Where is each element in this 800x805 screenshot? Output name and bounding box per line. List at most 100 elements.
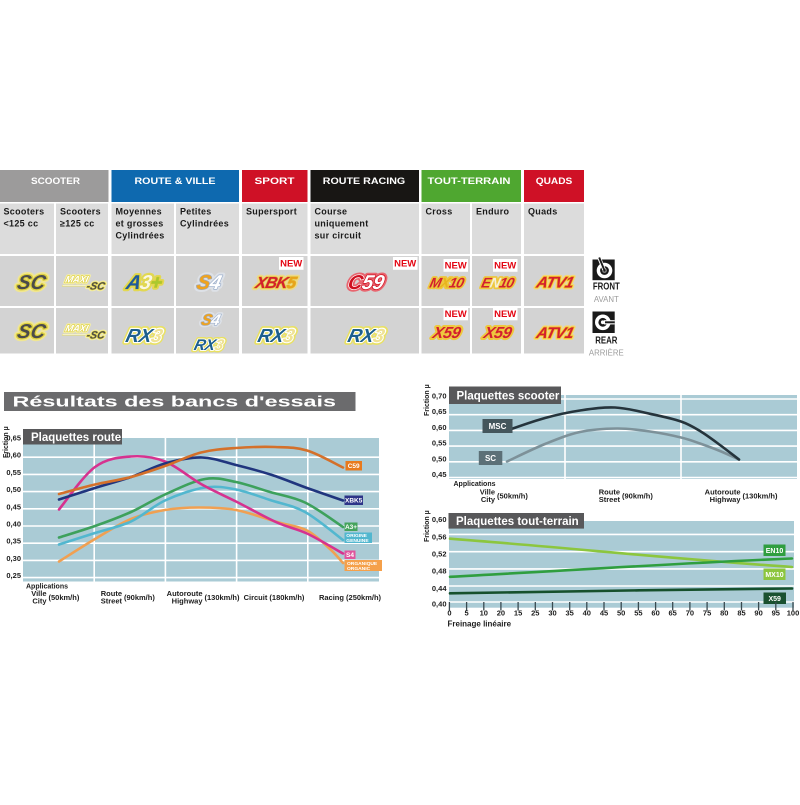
svg-text:0,56: 0,56	[432, 532, 447, 541]
svg-text:(130km/h): (130km/h)	[205, 593, 241, 602]
svg-text:SCOOTER: SCOOTER	[31, 176, 80, 187]
svg-text:Cylindrées: Cylindrées	[180, 219, 229, 229]
svg-text:0,25: 0,25	[6, 571, 21, 580]
svg-text:Street: Street	[599, 495, 621, 504]
svg-text:0,35: 0,35	[6, 537, 21, 546]
svg-text:NEW: NEW	[445, 261, 467, 272]
svg-text:City: City	[481, 495, 496, 504]
svg-text:Route: Route	[599, 488, 620, 497]
svg-text:MX10: MX10	[428, 276, 466, 292]
svg-text:ROUTE & VILLE: ROUTE & VILLE	[135, 176, 216, 187]
svg-text:ARRIÈRE: ARRIÈRE	[589, 347, 624, 358]
svg-text:0,50: 0,50	[6, 485, 21, 494]
svg-text:Course: Course	[315, 207, 348, 217]
svg-text:RX3: RX3	[346, 326, 387, 347]
svg-text:Autoroute: Autoroute	[167, 589, 203, 598]
svg-text:Freinage linéaire: Freinage linéaire	[448, 620, 512, 629]
svg-text:50: 50	[617, 609, 625, 618]
svg-text:C59: C59	[348, 463, 360, 470]
svg-text:Friction µ: Friction µ	[424, 384, 431, 416]
svg-text:MAXI: MAXI	[64, 275, 90, 286]
svg-text:(50km/h): (50km/h)	[497, 492, 528, 501]
svg-text:ATV1: ATV1	[534, 275, 575, 292]
svg-text:RX3: RX3	[346, 326, 387, 347]
svg-text:ATV1: ATV1	[534, 275, 575, 292]
svg-text:Moyennes: Moyennes	[116, 207, 162, 217]
svg-text:0,45: 0,45	[6, 502, 21, 511]
svg-text:MX10: MX10	[765, 572, 783, 579]
svg-text:ORGANIQUE: ORGANIQUE	[347, 561, 378, 567]
svg-text:RX3: RX3	[124, 326, 165, 347]
svg-text:75: 75	[703, 609, 711, 618]
svg-text:55: 55	[634, 609, 642, 618]
svg-text:(90km/h): (90km/h)	[124, 593, 155, 602]
svg-text:Highway: Highway	[172, 597, 204, 606]
svg-text:XBK5: XBK5	[345, 498, 363, 505]
svg-text:Cylindrées: Cylindrées	[116, 231, 165, 241]
svg-text:Enduro: Enduro	[476, 207, 509, 217]
svg-text:GENUINE: GENUINE	[346, 538, 369, 544]
svg-text:-SC: -SC	[85, 330, 106, 342]
svg-text:80: 80	[720, 609, 728, 618]
svg-text:MX10: MX10	[428, 276, 466, 292]
svg-text:Ville: Ville	[31, 589, 46, 598]
svg-text:-SC: -SC	[85, 281, 106, 293]
svg-text:Cross: Cross	[426, 207, 453, 217]
svg-text:Circuit (180km/h): Circuit (180km/h)	[244, 593, 305, 602]
svg-text:Friction µ: Friction µ	[3, 426, 10, 458]
svg-text:(130km/h): (130km/h)	[743, 492, 779, 501]
svg-text:NEW: NEW	[494, 261, 516, 272]
svg-text:A3+: A3+	[123, 272, 164, 294]
svg-text:NEW: NEW	[445, 309, 467, 320]
svg-text:S4: S4	[346, 552, 354, 559]
svg-text:S4: S4	[200, 312, 223, 329]
svg-text:0,55: 0,55	[432, 439, 447, 448]
svg-text:ATV1: ATV1	[534, 325, 575, 342]
svg-text:0,60: 0,60	[432, 423, 447, 432]
svg-text:Scooters: Scooters	[4, 207, 45, 217]
svg-text:RX3: RX3	[346, 326, 387, 347]
svg-text:C59: C59	[346, 272, 387, 294]
svg-text:≥125 cc: ≥125 cc	[60, 219, 95, 229]
svg-text:0: 0	[447, 609, 451, 618]
svg-text:-SC: -SC	[85, 330, 106, 342]
svg-text:Friction µ: Friction µ	[424, 510, 431, 542]
svg-text:ROUTE RACING: ROUTE RACING	[323, 176, 406, 187]
svg-text:35: 35	[566, 609, 574, 618]
svg-text:RX3: RX3	[124, 326, 165, 347]
svg-text:QUADS: QUADS	[536, 176, 573, 187]
svg-text:X59: X59	[481, 324, 514, 342]
svg-text:MAXI: MAXI	[64, 275, 90, 286]
svg-text:MAXI: MAXI	[64, 324, 90, 335]
svg-text:SPORT: SPORT	[255, 176, 295, 187]
svg-text:AVANT: AVANT	[594, 295, 619, 304]
svg-text:REAR: REAR	[595, 334, 618, 345]
svg-text:FRONT: FRONT	[593, 280, 620, 291]
svg-text:City: City	[32, 597, 47, 606]
svg-text:0,65: 0,65	[6, 434, 21, 443]
svg-text:0,30: 0,30	[6, 554, 21, 563]
svg-text:0,65: 0,65	[432, 407, 447, 416]
svg-text:40: 40	[583, 609, 591, 618]
svg-text:20: 20	[497, 609, 505, 618]
svg-text:90: 90	[754, 609, 762, 618]
svg-text:(90km/h): (90km/h)	[622, 492, 653, 501]
svg-text:85: 85	[737, 609, 745, 618]
svg-text:NEW: NEW	[394, 259, 416, 270]
svg-text:ORGANIC: ORGANIC	[347, 566, 371, 572]
svg-text:RX3: RX3	[256, 326, 297, 347]
svg-text:25: 25	[531, 609, 539, 618]
svg-text:ATV1: ATV1	[534, 325, 575, 342]
svg-text:et grosses: et grosses	[116, 219, 164, 229]
svg-text:Ville: Ville	[480, 488, 495, 497]
svg-text:Applications: Applications	[454, 481, 496, 488]
svg-text:0,40: 0,40	[6, 520, 21, 529]
svg-text:TOUT-TERRAIN: TOUT-TERRAIN	[428, 176, 511, 187]
svg-text:45: 45	[600, 609, 608, 618]
svg-text:XBK5: XBK5	[253, 274, 299, 292]
svg-text:SC: SC	[15, 321, 48, 343]
svg-text:<125 cc: <125 cc	[4, 219, 39, 229]
svg-text:0,48: 0,48	[432, 567, 447, 576]
svg-text:NEW: NEW	[494, 309, 516, 320]
svg-text:Scooters: Scooters	[60, 207, 101, 217]
